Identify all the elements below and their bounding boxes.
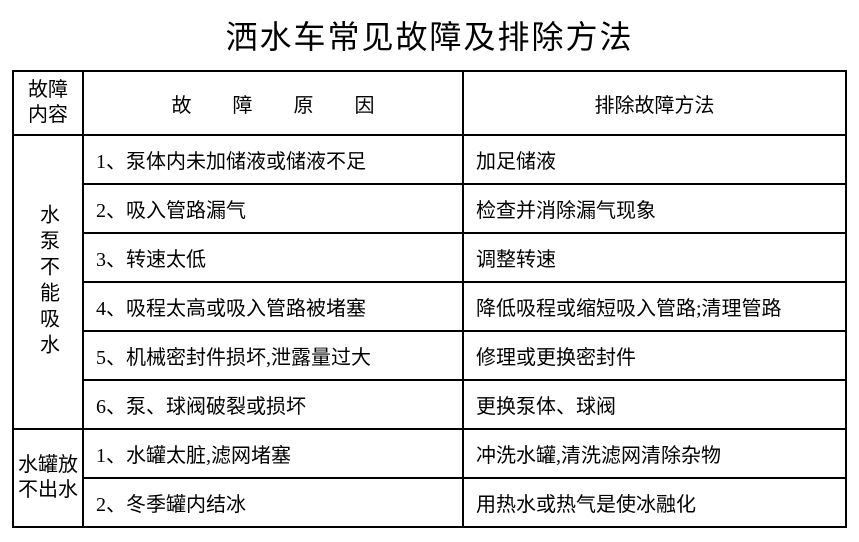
cause-cell: 1、泵体内未加储液或储液不足	[83, 135, 463, 184]
header-col2: 故 障 原 因	[83, 71, 463, 135]
header-col3-text: 排除故障方法	[595, 95, 715, 117]
fix-cell: 检查并消除漏气现象	[463, 184, 846, 233]
table-row: 2、吸入管路漏气 检查并消除漏气现象	[13, 184, 846, 233]
fix-cell: 用热水或热气是使冰融化	[463, 478, 846, 527]
section-label-tank: 水罐放 不出水	[13, 429, 83, 527]
fix-cell: 加足储液	[463, 135, 846, 184]
table-row: 4、吸程太高或吸入管路被堵塞 降低吸程或缩短吸入管路;清理管路	[13, 282, 846, 331]
table-row: 3、转速太低 调整转速	[13, 233, 846, 282]
page-title: 洒水车常见故障及排除方法	[12, 12, 847, 58]
cause-cell: 6、泵、球阀破裂或损坏	[83, 380, 463, 429]
cause-cell: 3、转速太低	[83, 233, 463, 282]
table-header-row: 故障 内容 故 障 原 因 排除故障方法	[13, 71, 846, 135]
table-row: 2、冬季罐内结冰 用热水或热气是使冰融化	[13, 478, 846, 527]
section-label-tank-line1: 水罐放	[16, 453, 80, 478]
header-col1-line1: 故障	[15, 78, 81, 103]
table-row: 5、机械密封件损坏,泄露量过大 修理或更换密封件	[13, 331, 846, 380]
fix-cell: 冲洗水罐,清洗滤网清除杂物	[463, 429, 846, 478]
cause-cell: 1、水罐太脏,滤网堵塞	[83, 429, 463, 478]
fault-table: 故障 内容 故 障 原 因 排除故障方法 水泵不能吸水 1、泵体内未加储液或储液…	[12, 70, 847, 528]
section-label-pump-text: 水泵不能吸水	[34, 204, 63, 360]
table-row: 水罐放 不出水 1、水罐太脏,滤网堵塞 冲洗水罐,清洗滤网清除杂物	[13, 429, 846, 478]
fix-cell: 降低吸程或缩短吸入管路;清理管路	[463, 282, 846, 331]
fix-cell: 调整转速	[463, 233, 846, 282]
cause-cell: 4、吸程太高或吸入管路被堵塞	[83, 282, 463, 331]
fix-cell: 修理或更换密封件	[463, 331, 846, 380]
header-col2-text: 故 障 原 因	[154, 95, 393, 117]
table-row: 水泵不能吸水 1、泵体内未加储液或储液不足 加足储液	[13, 135, 846, 184]
cause-cell: 2、冬季罐内结冰	[83, 478, 463, 527]
cause-cell: 2、吸入管路漏气	[83, 184, 463, 233]
section-label-tank-line2: 不出水	[16, 478, 80, 503]
section-label-pump: 水泵不能吸水	[13, 135, 83, 429]
fix-cell: 更换泵体、球阀	[463, 380, 846, 429]
header-col1: 故障 内容	[13, 71, 83, 135]
header-col1-line2: 内容	[15, 103, 81, 128]
cause-cell: 5、机械密封件损坏,泄露量过大	[83, 331, 463, 380]
header-col3: 排除故障方法	[463, 71, 846, 135]
table-row: 6、泵、球阀破裂或损坏 更换泵体、球阀	[13, 380, 846, 429]
